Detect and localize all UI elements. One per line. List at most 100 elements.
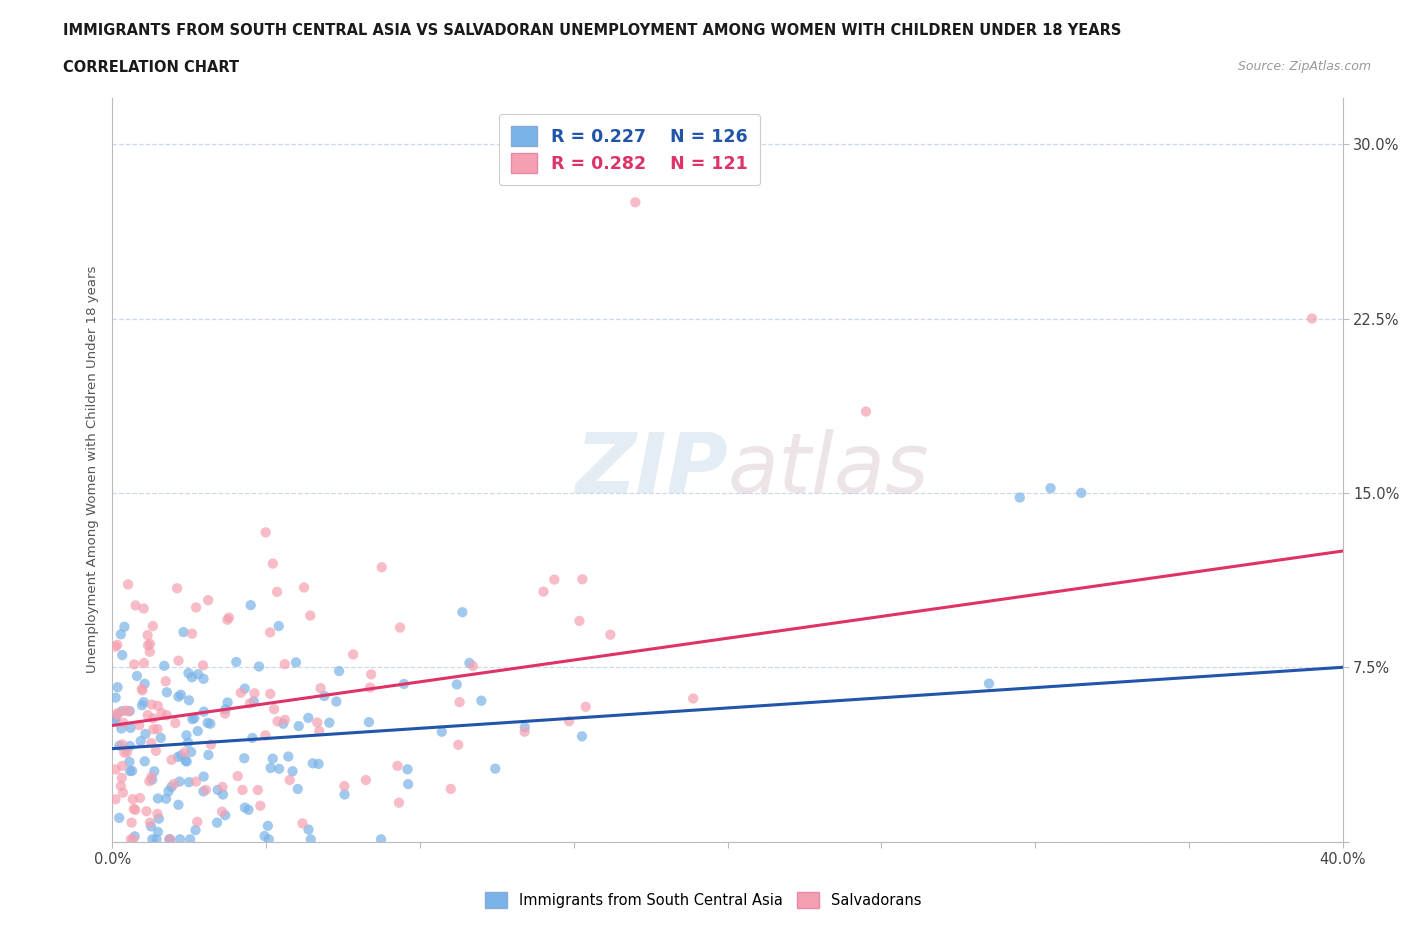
Point bbox=[370, 832, 392, 846]
Point bbox=[122, 657, 145, 671]
Point bbox=[134, 726, 156, 741]
Point bbox=[142, 711, 165, 725]
Point bbox=[146, 806, 169, 821]
Point bbox=[121, 815, 143, 830]
Point bbox=[262, 556, 284, 571]
Point bbox=[571, 729, 593, 744]
Point bbox=[122, 802, 145, 817]
Point bbox=[157, 784, 180, 799]
Point bbox=[1301, 311, 1323, 326]
Point bbox=[281, 764, 304, 778]
Point bbox=[150, 706, 173, 721]
Point bbox=[139, 636, 162, 651]
Point bbox=[174, 753, 197, 768]
Point bbox=[239, 696, 262, 711]
Point bbox=[297, 822, 319, 837]
Point bbox=[136, 708, 159, 723]
Point bbox=[149, 730, 172, 745]
Point bbox=[131, 683, 153, 698]
Point bbox=[451, 604, 474, 619]
Point bbox=[114, 703, 136, 718]
Point bbox=[136, 628, 159, 643]
Point bbox=[167, 750, 190, 764]
Point bbox=[105, 637, 128, 652]
Point bbox=[107, 680, 129, 695]
Point bbox=[246, 782, 269, 797]
Point bbox=[170, 748, 193, 763]
Point bbox=[1039, 481, 1062, 496]
Point bbox=[118, 754, 141, 769]
Point bbox=[124, 829, 146, 844]
Point bbox=[558, 714, 581, 729]
Point bbox=[160, 779, 183, 794]
Legend: Immigrants from South Central Asia, Salvadorans: Immigrants from South Central Asia, Salv… bbox=[479, 886, 927, 913]
Point bbox=[112, 619, 135, 634]
Point bbox=[624, 194, 647, 209]
Point bbox=[153, 658, 176, 673]
Point bbox=[120, 764, 142, 778]
Point bbox=[111, 737, 134, 751]
Point bbox=[110, 778, 132, 793]
Point bbox=[513, 720, 536, 735]
Point bbox=[309, 681, 332, 696]
Point bbox=[107, 706, 129, 721]
Point bbox=[225, 655, 247, 670]
Point bbox=[211, 804, 233, 819]
Point bbox=[211, 779, 233, 794]
Point bbox=[267, 762, 290, 777]
Point bbox=[575, 699, 598, 714]
Point bbox=[104, 710, 127, 724]
Point bbox=[139, 819, 162, 834]
Point bbox=[132, 656, 155, 671]
Point bbox=[568, 614, 591, 629]
Point bbox=[278, 773, 301, 788]
Point bbox=[104, 639, 127, 654]
Point bbox=[291, 816, 314, 830]
Point bbox=[855, 405, 877, 419]
Point bbox=[599, 627, 621, 642]
Point bbox=[155, 791, 177, 806]
Point bbox=[187, 724, 209, 738]
Point bbox=[136, 638, 159, 653]
Point bbox=[193, 784, 215, 799]
Point bbox=[124, 803, 146, 817]
Point bbox=[318, 715, 340, 730]
Point bbox=[157, 832, 180, 846]
Point bbox=[267, 618, 290, 633]
Point bbox=[229, 685, 252, 700]
Point bbox=[314, 688, 336, 703]
Point bbox=[461, 658, 484, 673]
Point bbox=[388, 795, 411, 810]
Point bbox=[177, 736, 200, 751]
Point bbox=[271, 716, 294, 731]
Point bbox=[111, 770, 134, 785]
Point bbox=[266, 714, 288, 729]
Point bbox=[155, 674, 177, 689]
Point bbox=[1070, 485, 1092, 500]
Text: ZIP: ZIP bbox=[575, 429, 728, 511]
Point bbox=[389, 620, 412, 635]
Point bbox=[131, 682, 153, 697]
Point bbox=[543, 572, 565, 587]
Point bbox=[159, 832, 181, 846]
Point bbox=[105, 708, 128, 723]
Point bbox=[120, 832, 142, 846]
Point bbox=[247, 659, 270, 674]
Point bbox=[533, 584, 555, 599]
Point bbox=[156, 684, 179, 699]
Point bbox=[233, 800, 256, 815]
Point bbox=[977, 676, 1000, 691]
Point bbox=[370, 560, 392, 575]
Point bbox=[125, 669, 148, 684]
Point bbox=[141, 736, 163, 751]
Point bbox=[169, 774, 191, 789]
Point bbox=[243, 694, 266, 709]
Point bbox=[297, 711, 319, 725]
Point bbox=[259, 761, 281, 776]
Point bbox=[128, 718, 150, 733]
Point bbox=[357, 714, 380, 729]
Point bbox=[160, 752, 183, 767]
Point bbox=[342, 647, 364, 662]
Point bbox=[333, 778, 356, 793]
Point bbox=[212, 787, 235, 802]
